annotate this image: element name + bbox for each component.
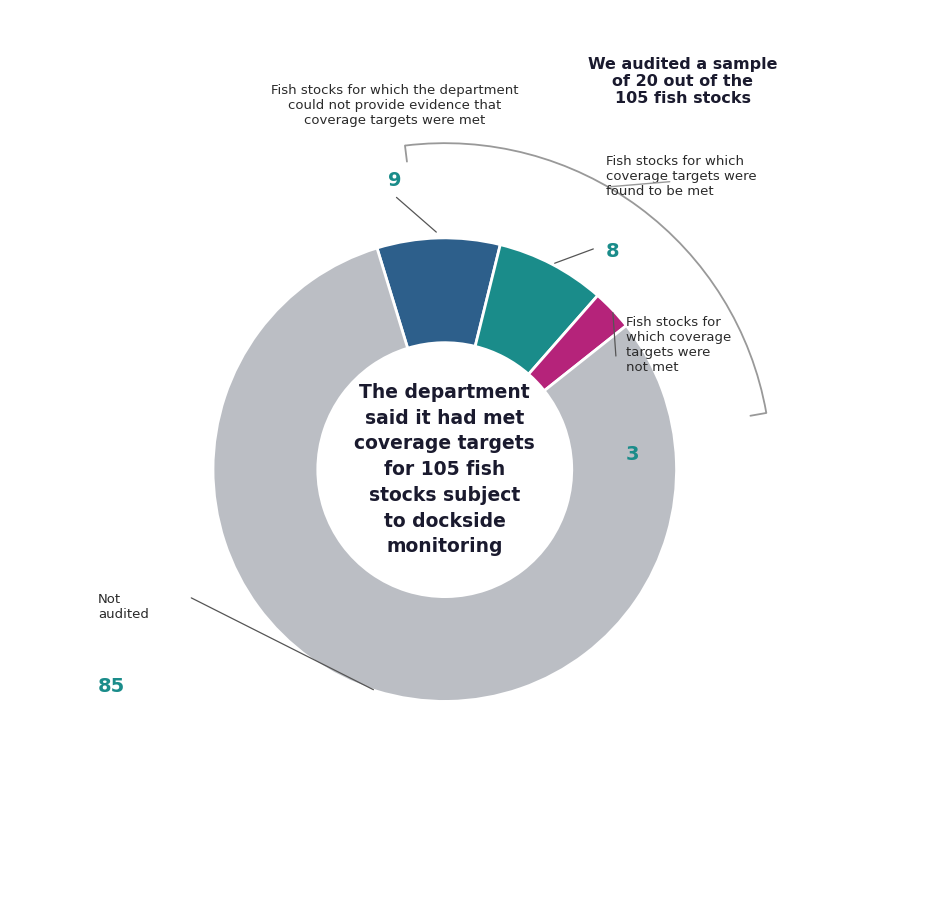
Text: 85: 85 xyxy=(98,677,125,696)
Wedge shape xyxy=(377,238,501,348)
Wedge shape xyxy=(528,296,626,391)
Text: 3: 3 xyxy=(626,446,639,465)
Wedge shape xyxy=(213,248,676,701)
Text: Fish stocks for which
coverage targets were
found to be met: Fish stocks for which coverage targets w… xyxy=(606,155,756,198)
Text: Fish stocks for which the department
could not provide evidence that
coverage ta: Fish stocks for which the department cou… xyxy=(271,84,518,127)
Text: Not
audited: Not audited xyxy=(98,592,149,620)
Text: We audited a sample
of 20 out of the
105 fish stocks: We audited a sample of 20 out of the 105… xyxy=(588,57,777,106)
Text: 9: 9 xyxy=(388,172,401,191)
Wedge shape xyxy=(475,245,598,374)
Text: The department
said it had met
coverage targets
for 105 fish
stocks subject
to d: The department said it had met coverage … xyxy=(354,383,535,556)
Text: Fish stocks for
which coverage
targets were
not met: Fish stocks for which coverage targets w… xyxy=(626,316,732,374)
Text: 8: 8 xyxy=(606,242,619,261)
